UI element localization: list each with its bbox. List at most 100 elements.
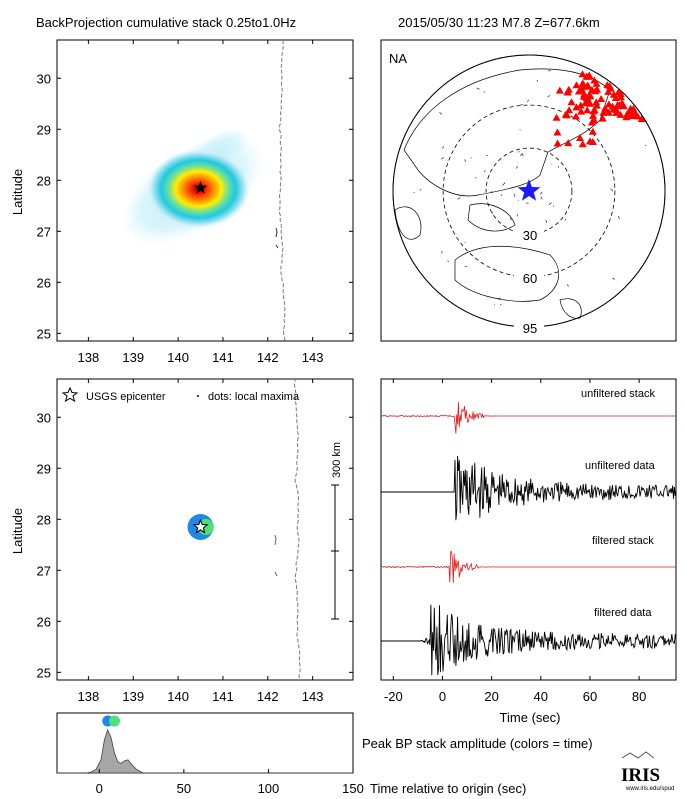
- coast-fragment: [419, 189, 422, 191]
- logo-text: IRIS: [621, 765, 660, 786]
- y-tick-label: 28: [37, 173, 51, 188]
- logo-wave-icon: [621, 751, 655, 759]
- coast-fragment: [519, 129, 521, 131]
- x-tick-label: 143: [302, 689, 324, 704]
- coast-fragment: [540, 191, 543, 195]
- x-tick-label: 0: [96, 781, 103, 796]
- peak-amplitude-plot-area: [57, 715, 353, 774]
- y-tick-label: 29: [37, 122, 51, 137]
- logo-subtext: www.iris.edu/spud: [625, 786, 674, 792]
- amplitude-area: [57, 728, 353, 774]
- station-triangle-icon: [553, 139, 562, 147]
- figure-title: BackProjection cumulative stack 0.25to1.…: [36, 15, 296, 30]
- x-tick-label: 139: [122, 689, 144, 704]
- maxima-plot-area: [187, 379, 301, 680]
- station-triangle-icon: [619, 102, 628, 110]
- coast-fragment: [464, 159, 466, 163]
- coast-fragment: [513, 193, 516, 197]
- y-tick-label: 28: [37, 512, 51, 527]
- x-tick-label: 139: [122, 350, 144, 365]
- trace-label-unfiltered-data: unfiltered data: [585, 460, 656, 472]
- station-triangle-icon: [578, 79, 587, 87]
- ring-label-bg: [514, 321, 544, 336]
- ring-label: 60: [523, 271, 537, 286]
- y-axis-label-2: Latitude: [10, 508, 25, 554]
- coast-fragment: [644, 144, 647, 147]
- x-tick-label: 142: [257, 689, 279, 704]
- coast-fragment: [447, 260, 449, 262]
- island: [274, 534, 278, 577]
- station-triangle-icon: [563, 88, 572, 96]
- coast-fragment: [474, 177, 477, 179]
- station-triangle-icon: [593, 85, 602, 93]
- station-triangle-icon: [629, 104, 638, 112]
- station-triangle-icon: [572, 103, 581, 111]
- distance-ring: [485, 147, 573, 235]
- peak-amplitude-x-label: Time relative to origin (sec): [370, 781, 526, 796]
- y-tick-label: 25: [37, 665, 51, 680]
- y-tick-label: 27: [37, 563, 51, 578]
- station-triangle-icon: [576, 134, 584, 141]
- coast-fragment: [604, 103, 606, 105]
- x-tick-label: 138: [78, 350, 100, 365]
- coast-fragment: [535, 232, 537, 235]
- coastline: [278, 40, 286, 341]
- scale-bar: 300 km: [331, 442, 343, 620]
- station-triangle-icon: [611, 94, 620, 101]
- coast-fragment: [516, 214, 518, 217]
- station-triangle-icon: [585, 90, 594, 98]
- ring-label: 30: [523, 228, 537, 243]
- y-tick-label: 26: [37, 275, 51, 290]
- station-triangle-icon: [614, 88, 623, 96]
- coast-fragment: [610, 188, 614, 192]
- station-triangle-icon: [592, 98, 601, 106]
- trace-unfiltered-data: [381, 455, 676, 521]
- legend: USGS epicenter dots: local maxima: [61, 386, 300, 403]
- stack-plot-area: [119, 40, 286, 341]
- island: [275, 227, 279, 249]
- station-triangle-icon: [581, 99, 590, 107]
- coast-fragment: [519, 153, 523, 156]
- coast-fragment: [440, 157, 444, 160]
- coast-fragment: [500, 194, 503, 197]
- coast-fragment: [483, 170, 486, 173]
- station-triangle-icon: [583, 81, 592, 89]
- epicenter-star-icon: [192, 518, 209, 534]
- scale-bar-label: 300 km: [331, 442, 343, 478]
- waveform-axes: [380, 378, 677, 681]
- station-triangle-icon: [590, 116, 599, 124]
- x-tick-label: 150: [342, 781, 364, 796]
- trace-label-unfiltered-stack: unfiltered stack: [581, 388, 655, 400]
- x-tick-label: -20: [384, 689, 403, 704]
- station-triangle-icon: [572, 112, 580, 120]
- coast-fragment: [517, 151, 520, 153]
- legend-epicenter-label: USGS epicenter: [86, 391, 166, 403]
- coast-fragment: [548, 202, 552, 206]
- coast-fragment: [545, 219, 548, 224]
- coast-fragment: [540, 196, 543, 200]
- coast-fragment: [439, 111, 443, 115]
- y-tick-label: 25: [37, 326, 51, 341]
- x-tick-label: 140: [167, 350, 189, 365]
- station-triangle-icon: [592, 79, 601, 87]
- coast-fragment: [566, 284, 570, 287]
- iris-logo: IRIS www.iris.edu/spud: [621, 751, 674, 792]
- trace-label-filtered-data: filtered data: [594, 607, 652, 619]
- station-triangle-icon: [601, 105, 610, 113]
- coast-fragment: [498, 297, 501, 299]
- epicenter-star-icon: [517, 179, 541, 201]
- x-tick-label: 40: [534, 689, 548, 704]
- x-tick-label: 80: [632, 689, 646, 704]
- coast-fragment: [515, 166, 519, 169]
- station-map-plot-area: 30 60 95: [392, 54, 666, 336]
- waveform-plot-area: [381, 402, 676, 676]
- coast-fragment: [612, 277, 615, 280]
- station-triangle-icon: [604, 87, 613, 95]
- y-tick-label: 29: [37, 461, 51, 476]
- y-tick-label: 30: [37, 410, 51, 425]
- coast-fragment: [548, 70, 551, 72]
- station-triangle-icon: [588, 138, 597, 145]
- coast-fragment: [509, 217, 512, 221]
- x-tick-label: 100: [258, 781, 280, 796]
- peak-amplitude-panel: 0 50 100 150 Peak BP stack amplitude (color…: [56, 712, 593, 796]
